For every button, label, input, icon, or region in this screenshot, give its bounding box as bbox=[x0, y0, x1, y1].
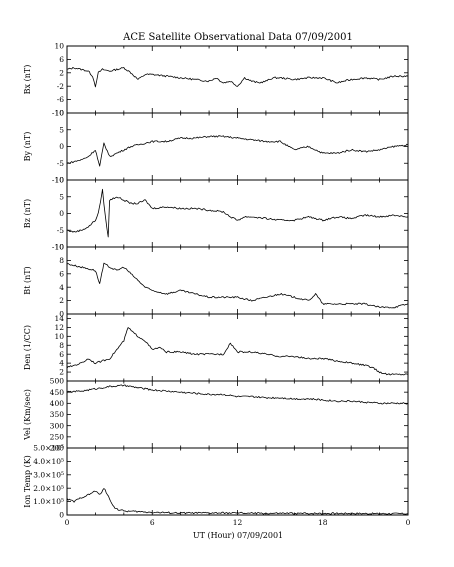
x-tick-label: 0 bbox=[406, 518, 411, 527]
panel-vel: 500 450 400 350 300 250 200 Vel (Km/sec) bbox=[23, 377, 409, 453]
x-tick-label: 18 bbox=[318, 518, 328, 527]
bx-ytick-label: -10 bbox=[52, 109, 64, 118]
temp-series-line-0 bbox=[66, 488, 409, 515]
den-ytick-label: 10 bbox=[54, 332, 64, 341]
bz-ytick-label: -10 bbox=[52, 243, 64, 252]
den-ytick-label: 14 bbox=[54, 314, 64, 323]
vel-ytick-label: 400 bbox=[50, 399, 65, 408]
den-ytick-label: 12 bbox=[54, 323, 64, 332]
temp-ytick-label: 4.0×10⁵ bbox=[33, 457, 64, 466]
by-series-line-0 bbox=[66, 135, 409, 167]
x-tick-label: 6 bbox=[150, 518, 155, 527]
den-ytick-label: 6 bbox=[59, 350, 64, 359]
bz-frame bbox=[66, 179, 409, 248]
vel-ylabel: Vel (Km/sec) bbox=[23, 389, 32, 441]
vel-series-line-0 bbox=[66, 384, 409, 405]
vel-ytick-label: 250 bbox=[50, 432, 65, 441]
by-ytick-label: 5 bbox=[59, 125, 64, 134]
temp-frame bbox=[66, 447, 409, 516]
panel-bt: 10 8 6 4 2 0 Bt (nT) bbox=[23, 243, 409, 319]
vel-ytick-label: 200 bbox=[50, 444, 65, 453]
bt-series-line-0 bbox=[66, 262, 409, 309]
den-ytick-label: 4 bbox=[59, 359, 64, 368]
by-ytick-label: -10 bbox=[52, 176, 64, 185]
bx-ytick-label: 6 bbox=[59, 55, 64, 64]
bt-ytick-label: 2 bbox=[59, 296, 64, 305]
den-ytick-label: 2 bbox=[59, 368, 64, 377]
chart-title: ACE Satellite Observational Data 07/09/2… bbox=[122, 32, 353, 43]
by-ytick-label: -5 bbox=[57, 159, 65, 168]
bz-ytick-label: 5 bbox=[59, 192, 64, 201]
panel-by: 10 5 0 -5 -10 By (nT) bbox=[23, 109, 409, 185]
bz-ylabel: Bz (nT) bbox=[23, 199, 32, 228]
x-tick-label: 0 bbox=[65, 518, 70, 527]
bz-ytick-label: -5 bbox=[57, 226, 65, 235]
vel-frame bbox=[66, 380, 409, 449]
bx-ylabel: Bx (nT) bbox=[23, 65, 32, 95]
bx-series-line-0 bbox=[66, 67, 409, 88]
bz-series-line-0 bbox=[66, 188, 409, 238]
temp-ylabel: Ion Temp (K) bbox=[23, 455, 32, 508]
bx-ytick-label: 10 bbox=[54, 42, 64, 51]
temp-ytick-label: 0 bbox=[59, 511, 64, 520]
x-tick-labels: 0 6 12 18 0 bbox=[65, 518, 411, 527]
by-ytick-label: 10 bbox=[54, 109, 64, 118]
bt-ytick-label: 8 bbox=[59, 256, 64, 265]
temp-ytick-label: 3.0×10⁵ bbox=[33, 470, 64, 479]
vel-ytick-label: 350 bbox=[50, 410, 65, 419]
bt-ytick-label: 10 bbox=[54, 243, 64, 252]
temp-ytick-label: 5.0×10⁵ bbox=[33, 444, 64, 453]
bt-ytick-label: 6 bbox=[59, 269, 64, 278]
den-series-line-0 bbox=[66, 327, 409, 376]
vel-ytick-label: 450 bbox=[50, 388, 65, 397]
by-ylabel: By (nT) bbox=[23, 132, 32, 162]
temp-ytick-label: 2.0×10⁵ bbox=[33, 484, 64, 493]
by-frame bbox=[66, 112, 409, 181]
bz-ytick-label: 0 bbox=[59, 209, 64, 218]
den-ytick-label: 8 bbox=[59, 341, 64, 350]
panel-bx: 10 6 2 -2 -6 -10 Bx (nT) bbox=[23, 42, 409, 118]
temp-ytick-label: 1.0×10⁵ bbox=[33, 497, 64, 506]
vel-ytick-label: 300 bbox=[50, 421, 65, 430]
panel-temp: 5.0×10⁵ 4.0×10⁵ 3.0×10⁵ 2.0×10⁵ 1.0×10⁵ 0 Ion … bbox=[23, 444, 409, 520]
panels-group: 10 6 2 -2 -6 -10 Bx (nT) 10 5 0 -5 -10 By (nT) 10 5 0 -5… bbox=[23, 42, 409, 520]
x-tick-label: 12 bbox=[233, 518, 243, 527]
den-ylabel: Den (1/CC) bbox=[23, 325, 32, 370]
bx-ytick-label: -2 bbox=[57, 82, 65, 91]
panel-bz: 10 5 0 -5 -10 Bz (nT) bbox=[23, 176, 409, 252]
bx-ytick-label: -6 bbox=[57, 95, 65, 104]
vel-ytick-label: 500 bbox=[50, 377, 65, 386]
x-axis-label: UT (Hour) 07/09/2001 bbox=[193, 531, 283, 540]
bt-ylabel: Bt (nT) bbox=[23, 266, 32, 294]
bt-ytick-label: 4 bbox=[59, 283, 64, 292]
bx-ytick-label: 2 bbox=[59, 68, 64, 77]
bt-ytick-label: 0 bbox=[59, 310, 64, 319]
by-ytick-label: 0 bbox=[59, 142, 64, 151]
bz-ytick-label: 10 bbox=[54, 176, 64, 185]
